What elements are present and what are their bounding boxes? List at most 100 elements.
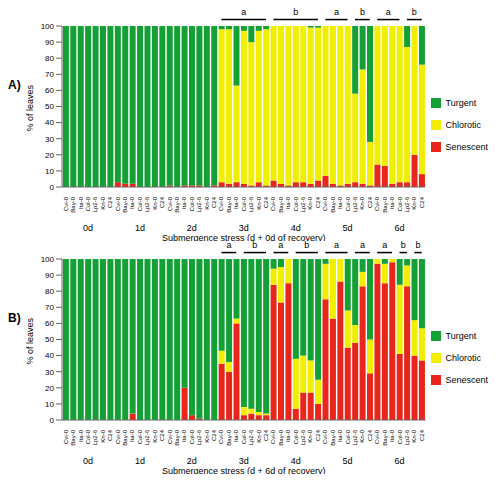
svg-text:Col-0: Col-0 — [85, 196, 91, 211]
svg-text:20: 20 — [45, 151, 54, 160]
svg-text:a: a — [241, 8, 246, 17]
svg-text:20: 20 — [45, 384, 54, 393]
svg-text:0d: 0d — [83, 223, 93, 233]
svg-text:b: b — [293, 8, 298, 17]
svg-text:Bay-0: Bay-0 — [330, 196, 336, 212]
svg-text:Lp2-6: Lp2-6 — [248, 196, 254, 212]
svg-text:3d: 3d — [239, 456, 249, 466]
svg-text:Ita-0: Ita-0 — [233, 196, 239, 209]
svg-text:Ita-0: Ita-0 — [129, 429, 135, 442]
svg-text:Bay-0: Bay-0 — [70, 196, 76, 212]
svg-text:40: 40 — [45, 118, 54, 127]
svg-text:Bay-0: Bay-0 — [278, 196, 284, 212]
svg-text:4d: 4d — [291, 456, 301, 466]
svg-text:Cvi-0: Cvi-0 — [218, 196, 224, 211]
svg-text:60: 60 — [45, 319, 54, 328]
svg-text:Kn-0: Kn-0 — [411, 196, 417, 209]
svg-text:Lp2-6: Lp2-6 — [92, 429, 98, 445]
svg-text:30: 30 — [45, 135, 54, 144]
svg-text:Kn-0: Kn-0 — [204, 196, 210, 209]
svg-text:Col-0: Col-0 — [189, 429, 195, 444]
svg-text:b: b — [416, 241, 421, 250]
svg-text:b: b — [252, 241, 257, 250]
svg-text:100: 100 — [41, 255, 55, 264]
svg-text:Kn-0: Kn-0 — [152, 196, 158, 209]
svg-text:b: b — [304, 241, 309, 250]
svg-text:Kn-0: Kn-0 — [100, 429, 106, 442]
svg-text:C24: C24 — [367, 196, 373, 208]
svg-text:Lp2-6: Lp2-6 — [404, 196, 410, 212]
svg-text:Bay-0: Bay-0 — [174, 429, 180, 445]
svg-text:Kn-0: Kn-0 — [307, 429, 313, 442]
svg-text:Lp2-6: Lp2-6 — [196, 429, 202, 445]
svg-text:Col-0: Col-0 — [345, 429, 351, 444]
svg-text:4d: 4d — [291, 223, 301, 233]
svg-text:40: 40 — [45, 351, 54, 360]
svg-text:Kn-0: Kn-0 — [152, 429, 158, 442]
svg-text:0: 0 — [50, 183, 55, 192]
svg-text:1d: 1d — [135, 223, 145, 233]
svg-text:C24: C24 — [211, 196, 217, 208]
svg-text:50: 50 — [45, 102, 54, 111]
svg-text:Lp2-6: Lp2-6 — [248, 429, 254, 445]
svg-text:Col-0: Col-0 — [137, 196, 143, 211]
svg-text:Bay-0: Bay-0 — [226, 196, 232, 212]
svg-text:2d: 2d — [187, 456, 197, 466]
svg-text:Kn-0: Kn-0 — [204, 429, 210, 442]
svg-text:Cvi-0: Cvi-0 — [374, 429, 380, 444]
svg-text:% of leaves: % of leaves — [25, 84, 35, 131]
svg-text:80: 80 — [45, 287, 54, 296]
svg-text:Kn-0: Kn-0 — [256, 429, 262, 442]
svg-text:Bay-0: Bay-0 — [122, 196, 128, 212]
svg-text:Lp2-6: Lp2-6 — [404, 429, 410, 445]
svg-text:0: 0 — [50, 416, 55, 425]
svg-text:b: b — [412, 8, 417, 17]
svg-text:a: a — [382, 241, 387, 250]
svg-text:Cvi-0: Cvi-0 — [322, 429, 328, 444]
svg-text:1d: 1d — [135, 456, 145, 466]
svg-text:10: 10 — [45, 400, 54, 409]
svg-text:Kn-0: Kn-0 — [359, 429, 365, 442]
svg-text:Ita-0: Ita-0 — [78, 429, 84, 442]
svg-text:30: 30 — [45, 368, 54, 377]
svg-text:Bay-0: Bay-0 — [278, 429, 284, 445]
svg-text:6d: 6d — [394, 223, 404, 233]
svg-text:Col-0: Col-0 — [397, 196, 403, 211]
svg-text:Ita-0: Ita-0 — [78, 196, 84, 209]
svg-text:Col-0: Col-0 — [85, 429, 91, 444]
svg-text:C24: C24 — [263, 429, 269, 441]
svg-text:Lp2-6: Lp2-6 — [300, 429, 306, 445]
svg-text:Bay-0: Bay-0 — [382, 196, 388, 212]
svg-text:Cvi-0: Cvi-0 — [63, 429, 69, 444]
svg-text:Col-0: Col-0 — [241, 429, 247, 444]
svg-text:Lp2-6: Lp2-6 — [352, 429, 358, 445]
svg-text:Col-0: Col-0 — [345, 196, 351, 211]
svg-text:Ita-0: Ita-0 — [285, 196, 291, 209]
svg-text:Cvi-0: Cvi-0 — [167, 429, 173, 444]
svg-text:2d: 2d — [187, 223, 197, 233]
svg-text:Ita-0: Ita-0 — [389, 196, 395, 209]
svg-text:Lp2-6: Lp2-6 — [144, 429, 150, 445]
svg-text:100: 100 — [41, 22, 55, 31]
svg-text:% of leaves: % of leaves — [25, 317, 35, 364]
svg-text:5d: 5d — [343, 456, 353, 466]
svg-text:C24: C24 — [263, 196, 269, 208]
svg-text:Bay-0: Bay-0 — [174, 196, 180, 212]
svg-text:Kn-0: Kn-0 — [256, 196, 262, 209]
svg-text:Col-0: Col-0 — [189, 196, 195, 211]
svg-text:Cvi-0: Cvi-0 — [167, 196, 173, 211]
svg-text:Ita-0: Ita-0 — [389, 429, 395, 442]
svg-text:Bay-0: Bay-0 — [70, 429, 76, 445]
svg-text:C24: C24 — [367, 429, 373, 441]
svg-text:6d: 6d — [394, 456, 404, 466]
svg-text:Bay-0: Bay-0 — [226, 429, 232, 445]
svg-text:Submergence stress (d + 0d of: Submergence stress (d + 0d of recovery) — [162, 233, 325, 241]
svg-text:Cvi-0: Cvi-0 — [270, 429, 276, 444]
svg-text:80: 80 — [45, 54, 54, 63]
svg-text:C24: C24 — [107, 196, 113, 208]
svg-text:Lp2-6: Lp2-6 — [92, 196, 98, 212]
svg-text:5d: 5d — [343, 223, 353, 233]
svg-text:Ita-0: Ita-0 — [129, 196, 135, 209]
svg-text:Lp2-6: Lp2-6 — [144, 196, 150, 212]
svg-text:a: a — [226, 241, 231, 250]
